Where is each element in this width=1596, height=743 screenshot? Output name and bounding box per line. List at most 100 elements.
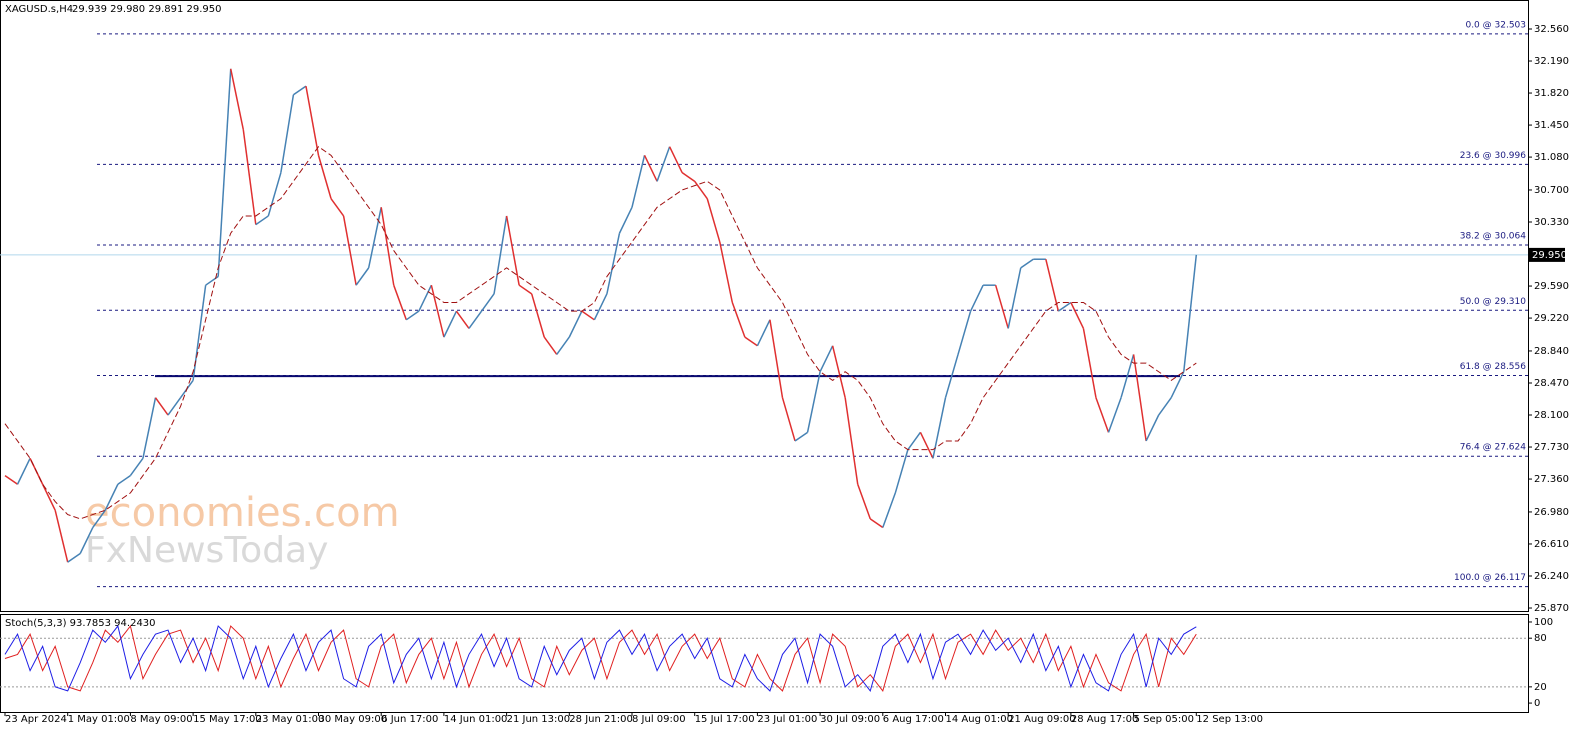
fib-label: 61.8 @ 28.556 [1460,362,1527,372]
price-segment [1183,254,1198,372]
x-tick-label: 14 Jun 01:00 [444,714,508,725]
price-segment [393,284,407,321]
stoch-y-tick-label: 0 [1534,698,1540,709]
x-tick-label: 23 Apr 2024 [5,714,67,725]
x-tick-label: 15 Jul 17:00 [695,714,755,725]
price-segment [443,310,458,338]
stoch-line [4,624,1197,693]
x-tick-label: 28 Aug 17:00 [1071,714,1138,725]
y-tick-label: 31.450 [1534,120,1569,131]
x-tick-label: 15 May 17:00 [193,714,262,725]
y-tick-label: 29.220 [1534,313,1569,324]
y-tick-label: 27.360 [1534,474,1569,485]
y-tick-label: 30.330 [1534,217,1569,228]
main-frame [0,0,1529,612]
price-segment [104,483,119,511]
stoch-y-tick-label: 20 [1534,682,1547,693]
y-tick-label: 32.190 [1534,56,1569,67]
price-segment [405,310,420,321]
symbol-title: XAGUSD.s,H4 [5,4,73,15]
price-segment [518,284,533,295]
price-segment [317,155,332,199]
price-segment [907,431,922,451]
x-tick-label: 6 Jun 17:00 [381,714,438,725]
price-segment [1095,397,1110,433]
price-segment [530,293,545,338]
price-segment [229,68,244,130]
x-tick-label: 30 Jul 09:00 [820,714,880,725]
y-tick-label: 28.840 [1534,346,1569,357]
stoch-frame [0,614,1529,713]
y-tick-label: 27.730 [1534,442,1569,453]
price-segment [631,155,646,208]
current-price-label: 29.950 [1532,250,1567,261]
stoch-line [4,624,1197,693]
price-segment [455,310,470,329]
x-tick-label: 12 Sep 13:00 [1196,714,1263,725]
price-segment [355,267,370,286]
price-segment [480,293,495,312]
price-segment [430,285,445,338]
price-segment [67,552,81,563]
price-segment [280,94,295,173]
price-segment [142,397,157,459]
price-segment [1145,414,1160,442]
price-segment [681,172,696,182]
price-segment [706,198,721,243]
price-segment [944,354,959,398]
stoch-y-tick-label: 100 [1534,617,1553,628]
price-segment [694,180,708,200]
x-tick-label: 23 May 01:00 [256,714,325,725]
y-tick-label: 31.820 [1534,88,1569,99]
x-tick-label: 28 Jun 21:00 [569,714,633,725]
y-tick-label: 26.610 [1534,539,1569,550]
x-tick-label: 6 Aug 17:00 [883,714,944,725]
fib-label: 50.0 @ 29.310 [1460,297,1527,307]
price-segment [543,336,558,355]
price-segment [217,68,232,277]
price-segment [267,172,282,217]
fib-label: 23.6 @ 30.996 [1460,151,1527,161]
x-tick-label: 30 May 09:00 [319,714,388,725]
price-segment [781,397,796,442]
price-segment [380,207,395,286]
x-tick-label: 8 May 09:00 [130,714,192,725]
price-segment [418,284,433,312]
fib-label: 76.4 @ 27.624 [1460,443,1527,453]
price-segment [556,336,570,355]
price-segment [744,336,758,347]
price-segment [969,284,984,312]
price-segment [581,310,595,321]
x-tick-label: 21 Jun 13:00 [507,714,571,725]
y-tick-label: 26.980 [1534,507,1569,518]
price-segment [1007,267,1022,329]
price-segment [1070,302,1085,329]
price-segment [719,241,734,303]
fib-label: 100.0 @ 26.117 [1454,573,1526,583]
moving-average [4,146,1197,520]
price-segment [894,449,909,494]
price-segment [54,510,69,563]
price-segment [468,310,483,329]
price-segment [292,85,307,96]
price-segment [342,215,357,286]
price-segment [1107,397,1122,433]
watermark: economies.com [85,490,400,536]
price-segment [154,397,169,416]
y-tick-label: 25.870 [1534,603,1569,614]
price-segment [92,509,106,528]
price-segment [831,345,846,398]
price-segment [4,474,18,485]
price-segment [756,319,771,347]
price-segment [643,155,658,182]
x-tick-label: 5 Sep 05:00 [1134,714,1194,725]
price-segment [656,146,671,182]
x-tick-label: 21 Aug 09:00 [1008,714,1075,725]
price-segment [606,233,621,294]
ohlc-text: 29.939 29.980 29.891 29.950 [72,4,222,15]
y-tick-label: 31.080 [1534,152,1569,163]
stoch-title: Stoch(5,3,3) 93.7853 94.2430 [5,618,156,629]
y-tick-label: 32.560 [1534,24,1569,35]
price-segment [919,431,934,459]
